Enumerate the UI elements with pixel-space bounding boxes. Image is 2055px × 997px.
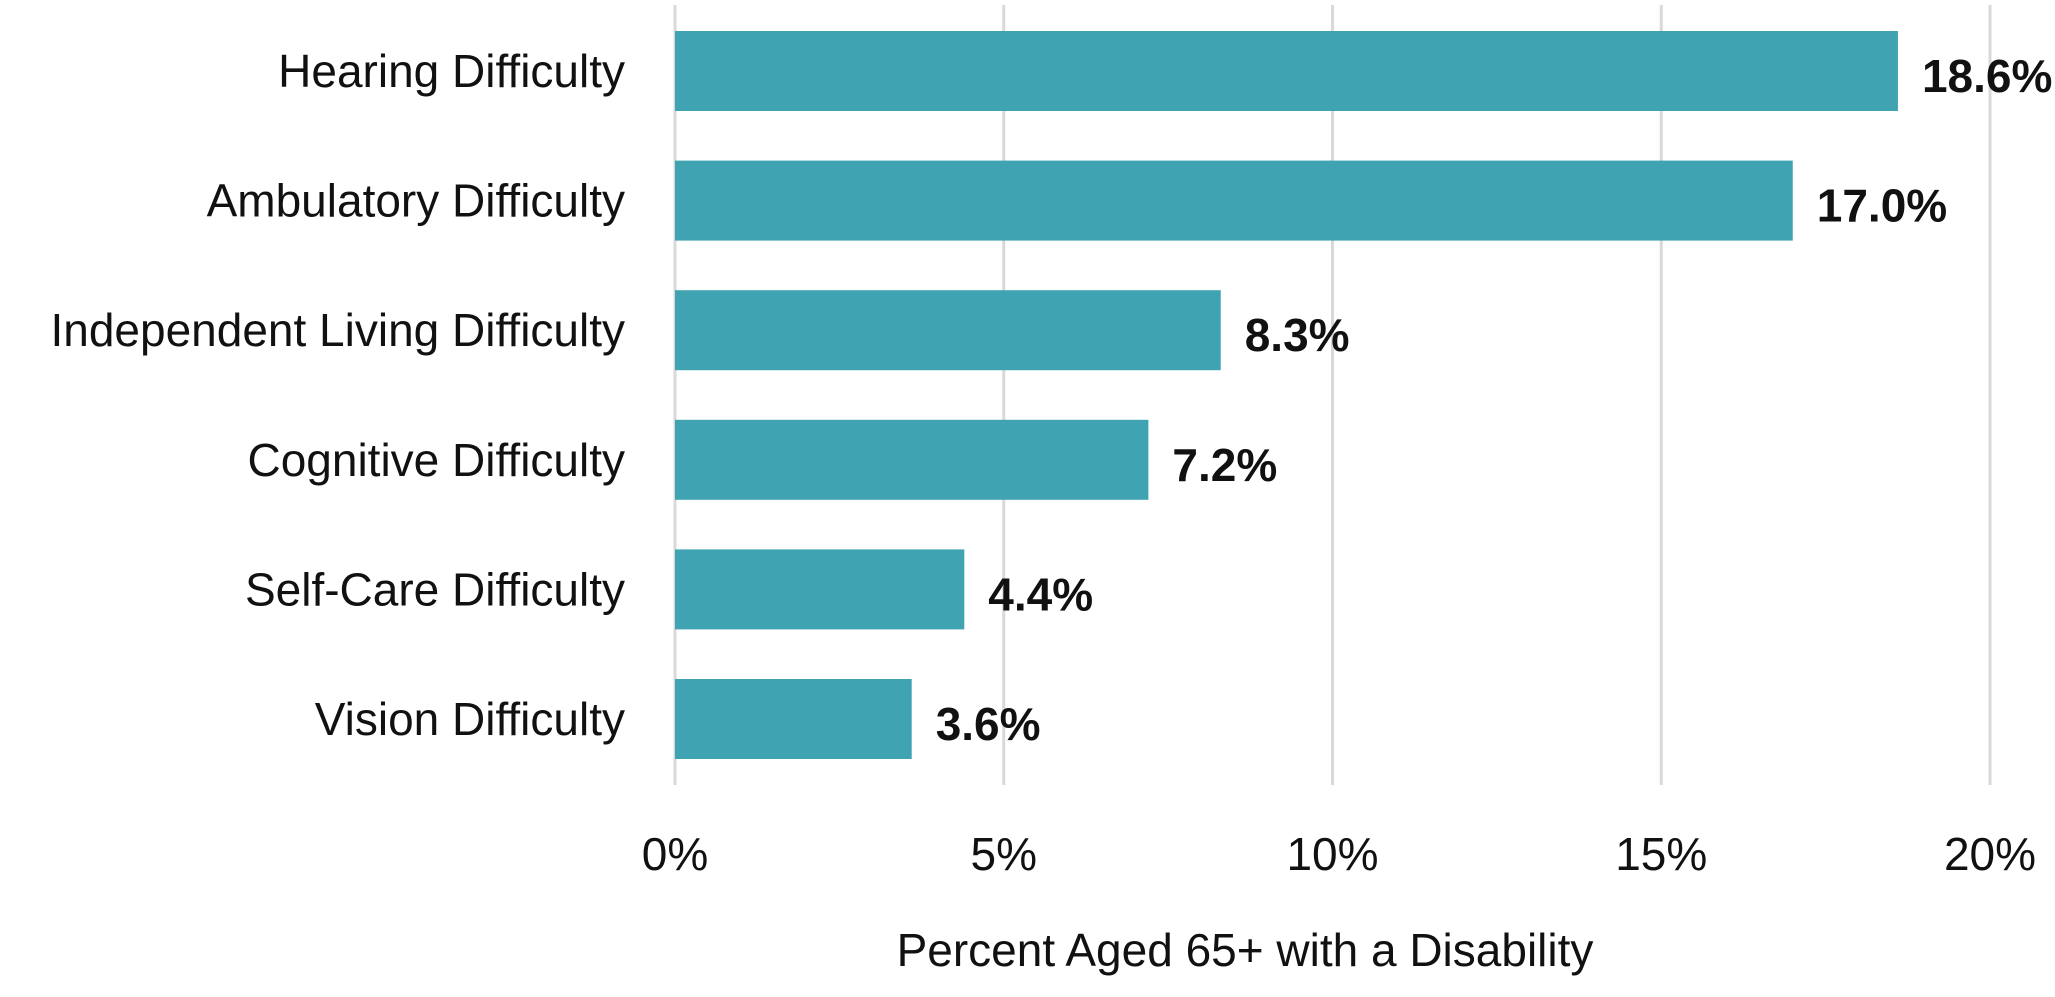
bar — [675, 160, 1793, 241]
x-tick-label: 15% — [1615, 828, 1707, 880]
bar — [675, 419, 1149, 500]
value-label: 4.4% — [988, 568, 1093, 620]
bar — [675, 290, 1221, 371]
value-label: 17.0% — [1817, 180, 1947, 232]
category-label: Hearing Difficulty — [278, 45, 625, 97]
category-label: Self-Care Difficulty — [245, 563, 625, 615]
x-axis-tick-labels: 0% 5% 10% 15% 20% — [642, 828, 2036, 880]
value-label: 3.6% — [936, 698, 1041, 750]
bar — [675, 679, 912, 759]
category-labels: Hearing Difficulty Ambulatory Difficulty I… — [50, 45, 625, 745]
x-tick-label: 10% — [1286, 828, 1378, 880]
bar — [675, 549, 965, 630]
gridlines — [673, 5, 1992, 785]
category-label: Cognitive Difficulty — [247, 434, 625, 486]
x-tick-label: 5% — [971, 828, 1037, 880]
x-axis-title: Percent Aged 65+ with a Disability — [897, 924, 1594, 976]
x-tick-label: 20% — [1944, 828, 2036, 880]
category-label: Vision Difficulty — [315, 693, 625, 745]
value-label: 7.2% — [1172, 439, 1277, 491]
category-label: Ambulatory Difficulty — [207, 175, 625, 227]
x-tick-label: 0% — [642, 828, 708, 880]
value-label: 8.3% — [1245, 309, 1350, 361]
bar — [675, 31, 1898, 111]
bars — [675, 31, 1898, 759]
category-label: Independent Living Difficulty — [50, 304, 625, 356]
value-label: 18.6% — [1922, 50, 2052, 102]
value-labels: 18.6% 17.0% 8.3% 7.2% 4.4% 3.6% — [936, 50, 2053, 750]
